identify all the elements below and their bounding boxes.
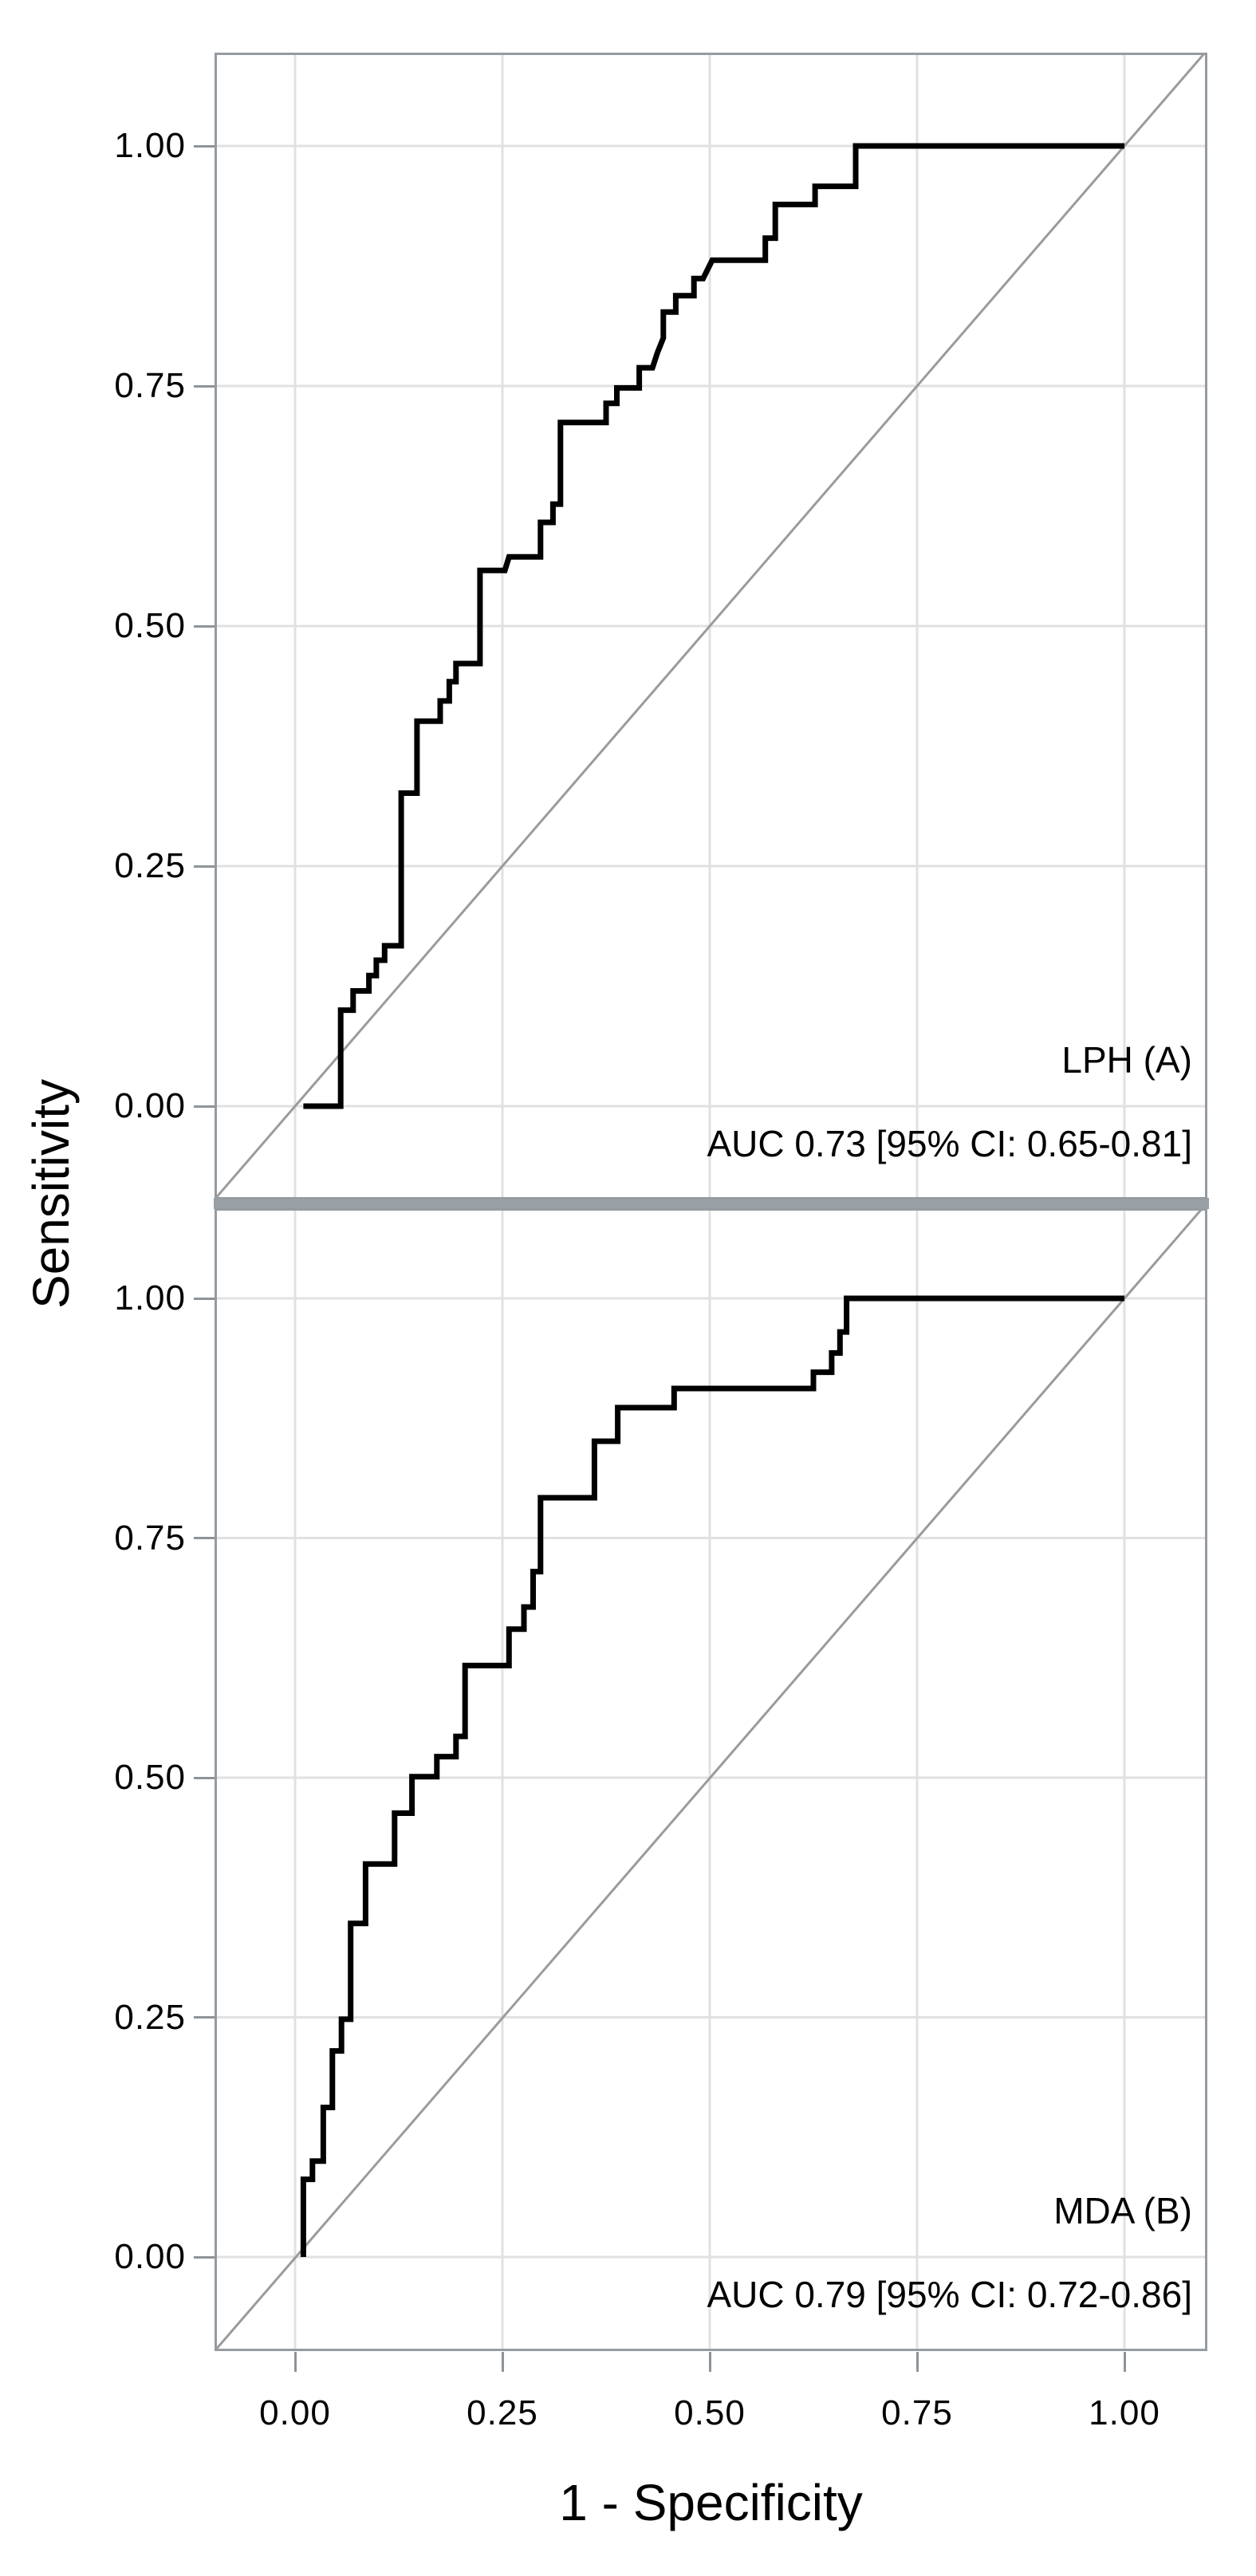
y-axis-tick-mark [194, 384, 215, 388]
roc-panel-lph: LPH (A) AUC 0.73 [95% CI: 0.65-0.81] [215, 53, 1207, 1199]
auc-annotation-mda: AUC 0.79 [95% CI: 0.72-0.86] [707, 2274, 1192, 2315]
y-tick-label: 0.00 [114, 2237, 186, 2276]
x-tick-label: 0.50 [674, 2393, 746, 2432]
y-tick-label: 0.50 [114, 1758, 186, 1797]
panel-border [215, 53, 1207, 1199]
roc-plot-b [215, 1208, 1207, 2351]
y-axis-tick-mark [194, 624, 215, 628]
y-axis-tick-mark [194, 1776, 215, 1779]
x-tick-label: 0.00 [259, 2393, 331, 2432]
y-axis-tick-mark [194, 1537, 215, 1539]
panel-separator [214, 1198, 1209, 1209]
y-tick-label: 0.00 [114, 1086, 186, 1125]
roc-panel-mda: MDA (B) AUC 0.79 [95% CI: 0.72-0.86] [215, 1208, 1207, 2351]
y-tick-label: 0.50 [114, 606, 186, 645]
y-axis-tick-mark [194, 2016, 215, 2019]
panel-border [215, 1208, 1207, 2351]
x-axis-title: 1 - Specificity [559, 2474, 863, 2531]
panel-label-lph: LPH (A) [1061, 1039, 1192, 1081]
y-tick-label: 0.25 [114, 1997, 186, 2037]
panel-label-mda: MDA (B) [1053, 2190, 1192, 2231]
x-tick-label: 1.00 [1089, 2393, 1160, 2432]
y-tick-label: 0.25 [114, 846, 186, 885]
x-axis-tick-mark [915, 2352, 919, 2372]
y-tick-label: 0.75 [114, 1518, 186, 1558]
roc-curve [300, 1295, 1124, 2257]
x-axis-tick-mark [1123, 2352, 1126, 2372]
y-tick-label: 1.00 [114, 126, 186, 165]
y-axis-tick-mark [194, 2255, 215, 2259]
x-tick-label: 0.25 [467, 2393, 538, 2432]
y-axis-tick-mark [194, 865, 215, 868]
x-tick-label: 0.75 [881, 2393, 953, 2432]
y-tick-label: 1.00 [114, 1278, 186, 1318]
reference-diagonal-line [215, 1208, 1204, 2351]
reference-diagonal-line [215, 53, 1207, 1199]
y-axis-title: Sensitivity [22, 1078, 80, 1310]
y-axis-tick-mark [194, 1297, 215, 1300]
roc-plot-a [215, 53, 1207, 1199]
auc-annotation-lph: AUC 0.73 [95% CI: 0.65-0.81] [707, 1123, 1192, 1164]
y-axis-tick-mark [194, 1105, 215, 1108]
y-tick-label: 0.75 [114, 366, 186, 405]
x-axis-tick-mark [293, 2352, 297, 2372]
x-axis-tick-mark [501, 2352, 504, 2372]
y-axis-tick-mark [194, 144, 215, 148]
x-axis-tick-mark [708, 2352, 711, 2372]
roc-curve [303, 143, 1124, 1109]
